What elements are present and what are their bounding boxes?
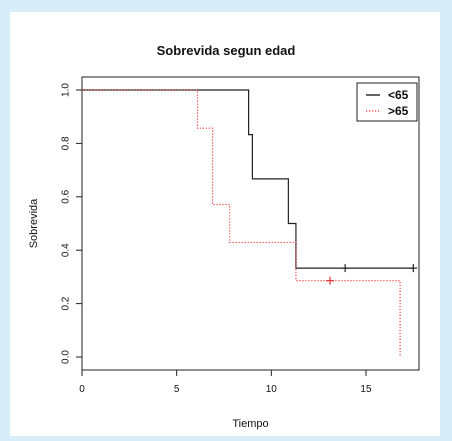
censor-mark-under-65 xyxy=(409,264,418,273)
x-tick-label: 15 xyxy=(360,384,372,395)
censor-mark-under-65 xyxy=(341,264,350,273)
legend-label-over-65: >65 xyxy=(388,104,409,118)
censor-mark-over-65 xyxy=(326,276,335,285)
y-tick-label: 0.4 xyxy=(61,243,72,257)
censor-marks xyxy=(326,264,418,285)
x-tick-label: 0 xyxy=(79,384,85,395)
series-over-65-line xyxy=(82,89,401,357)
x-axis: 0 5 10 15 xyxy=(79,370,372,395)
y-axis-label: Sobrevida xyxy=(28,198,40,248)
y-axis: 0.0 0.2 0.4 0.6 0.8 1.0 xyxy=(61,83,82,364)
legend-label-under-65: <65 xyxy=(388,88,409,102)
y-tick-label: 0.0 xyxy=(61,350,72,364)
y-tick-label: 0.2 xyxy=(61,296,72,310)
x-tick-label: 10 xyxy=(266,384,278,395)
y-tick-label: 1.0 xyxy=(61,83,72,97)
legend-box xyxy=(356,82,418,122)
x-axis-label: Tiempo xyxy=(232,418,268,430)
y-tick-label: 0.8 xyxy=(61,136,72,150)
legend: <65>65 xyxy=(356,82,418,122)
series-layer xyxy=(82,89,414,357)
chart-title: Sobrevida segun edad xyxy=(157,43,296,58)
y-tick-label: 0.6 xyxy=(61,189,72,203)
x-tick-label: 5 xyxy=(174,384,180,395)
plot-area xyxy=(81,76,420,371)
